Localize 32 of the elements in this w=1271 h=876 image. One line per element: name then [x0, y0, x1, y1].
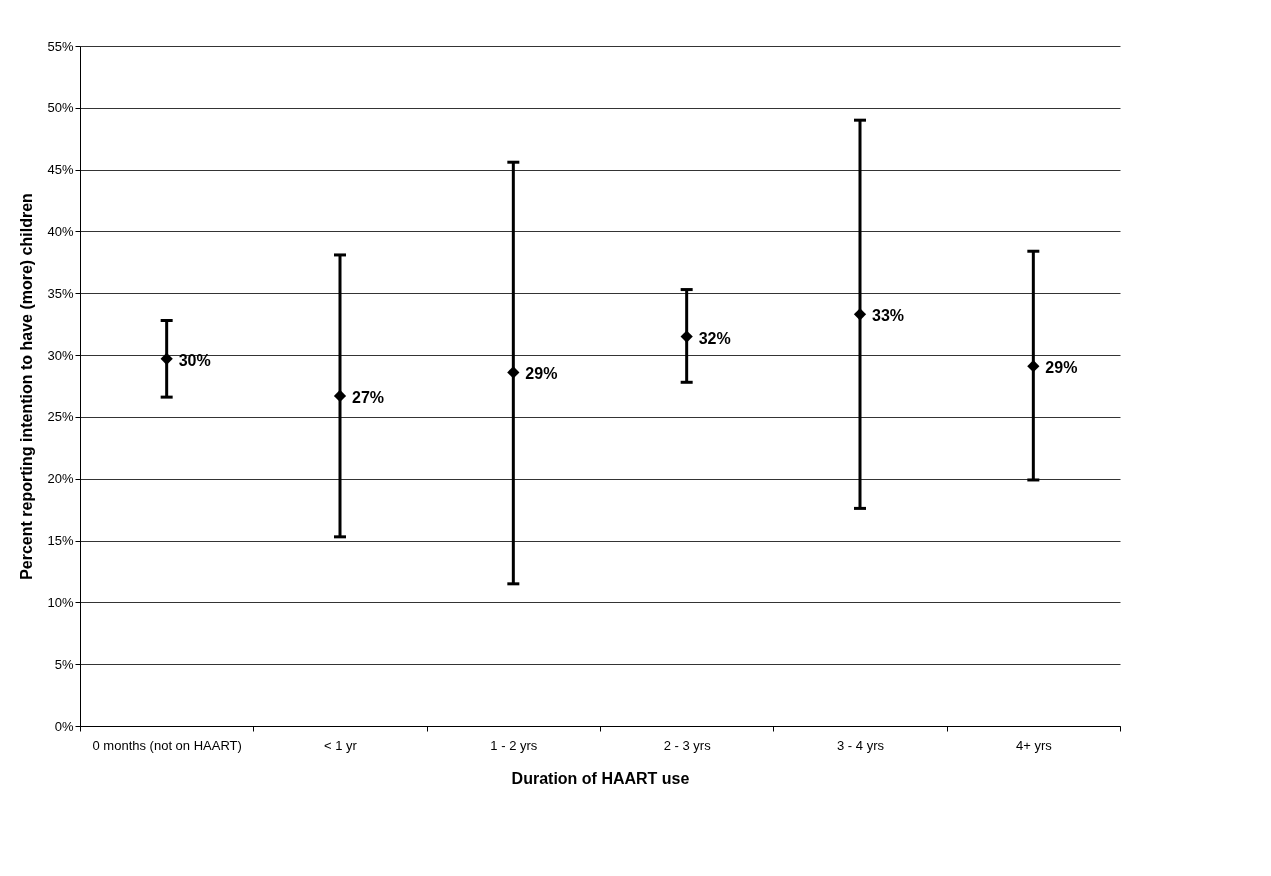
x-tick-label: < 1 yr — [324, 737, 358, 753]
point — [160, 352, 173, 365]
data-label: 33% — [872, 307, 905, 325]
y-tick-label: 25% — [47, 409, 74, 425]
data-label: 32% — [698, 329, 731, 347]
x-tick-label: 3 - 4 yrs — [837, 737, 885, 753]
point — [333, 389, 347, 403]
data-label: 29% — [1045, 359, 1078, 377]
x-tick-label: 2 - 3 yrs — [663, 737, 712, 753]
y-tick-label: 55% — [47, 38, 74, 54]
point — [1027, 360, 1040, 373]
point — [680, 330, 693, 343]
y-axis-title: Percent reporting intention to have (more) children — [18, 193, 36, 580]
x-tick-label: 1 - 2 yrs — [490, 737, 538, 753]
y-tick-label: 15% — [47, 533, 74, 549]
data-label: 30% — [178, 351, 211, 369]
x-tick-label: 4+ yrs — [1015, 737, 1053, 753]
y-tick-label: 35% — [47, 285, 74, 301]
x-tick-label: 0 months (not on HAART) — [92, 737, 242, 753]
point — [853, 308, 867, 321]
y-tick-label: 0% — [54, 718, 74, 734]
data-label: 29% — [525, 365, 558, 383]
y-tick-label: 40% — [47, 223, 74, 239]
x-axis-title: Duration of HAART use — [511, 769, 690, 787]
y-tick-label: 10% — [47, 594, 74, 610]
y-tick-label: 5% — [54, 656, 74, 672]
y-tick-label: 30% — [47, 347, 74, 363]
y-tick-label: 50% — [47, 100, 74, 116]
y-tick-label: 45% — [47, 162, 74, 178]
y-tick-label: 20% — [47, 471, 74, 487]
data-label: 27% — [352, 388, 385, 406]
point — [507, 366, 520, 379]
